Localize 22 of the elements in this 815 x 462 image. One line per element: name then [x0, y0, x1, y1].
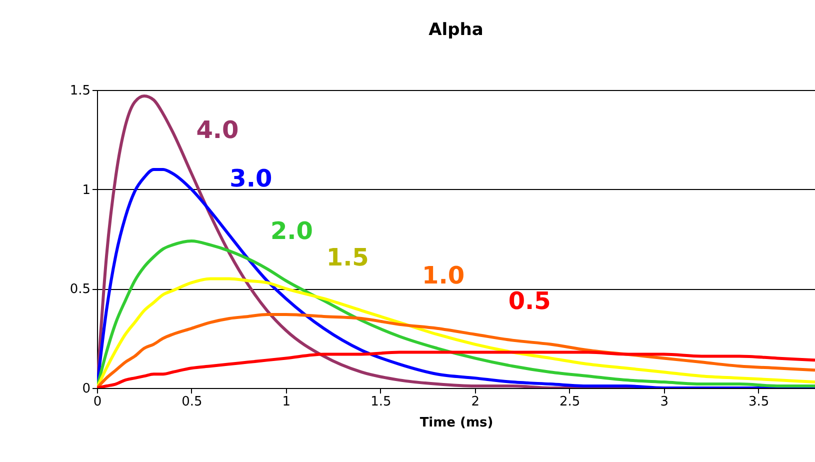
x-tick-label: 2	[471, 394, 480, 410]
x-tick-label: 0.5	[182, 394, 202, 410]
line-series	[97, 312, 815, 388]
y-tick-label: 1	[82, 182, 90, 198]
series-label: 2.0	[270, 216, 313, 245]
series-label: 1.5	[326, 244, 369, 272]
x-tick-label: 3	[660, 394, 668, 410]
x-tick-label: 2.5	[560, 394, 580, 410]
x-tick-label: 3.5	[748, 394, 770, 410]
series-label: 0.5	[508, 287, 551, 316]
x-tick-label: 0	[93, 394, 102, 410]
series-label: 1.0	[422, 261, 465, 290]
y-tick-label: 0	[82, 382, 90, 396]
y-tick-label: 1.5	[70, 84, 90, 98]
x-tick-label: 1.5	[370, 394, 392, 410]
series-label: 4.0	[196, 116, 239, 144]
x-tick-label: 1	[282, 394, 291, 410]
x-axis-title: Time (ms)	[420, 416, 494, 430]
y-tick-label: 0.5	[70, 282, 90, 298]
series-label: 3.0	[230, 164, 272, 192]
line-series	[97, 350, 815, 388]
chart-title: Alpha	[428, 20, 484, 40]
